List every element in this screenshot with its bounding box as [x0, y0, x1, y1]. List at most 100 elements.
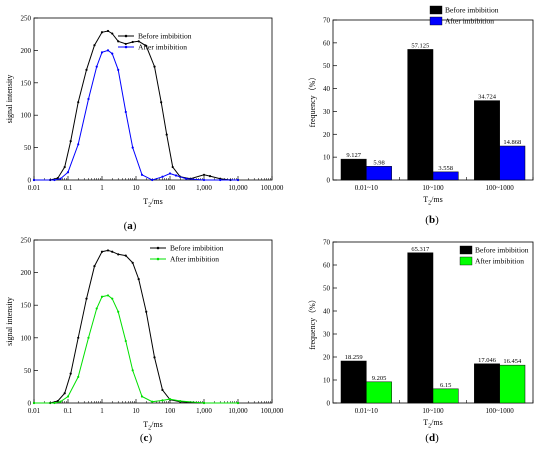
legend-marker: [156, 257, 160, 261]
x-tick-label: 0.01: [28, 184, 41, 192]
legend-label: Before imbibition: [475, 246, 529, 255]
data-point: [53, 401, 56, 405]
data-point: [208, 175, 212, 178]
legend-label: After imbibition: [445, 17, 494, 26]
legend-label: Before imbibition: [445, 6, 499, 15]
y-tick-label: 40: [323, 85, 331, 93]
x-tick-label: 100,000: [261, 184, 284, 192]
y-axis-label: signal intensity: [5, 297, 14, 346]
data-point: [137, 278, 140, 281]
bar: [407, 49, 434, 181]
bar: [499, 364, 526, 404]
x-axis-label: T2/ms: [423, 418, 442, 430]
data-point: [151, 400, 154, 403]
data-point: [124, 254, 127, 257]
x-tick-label: 100~1000: [486, 407, 515, 415]
x-tick-label: 10,000: [228, 184, 248, 192]
bar-value-label: 14.868: [503, 139, 521, 146]
data-point: [140, 395, 144, 398]
data-point: [111, 52, 114, 55]
data-point: [145, 310, 148, 313]
x-tick-label: 100,000: [261, 407, 284, 415]
data-point: [153, 356, 156, 359]
bar-value-label: 9.205: [372, 375, 387, 382]
bar-value-label: 17.046: [478, 357, 497, 364]
y-tick-label: 70: [323, 239, 331, 247]
y-tick-label: 200: [21, 269, 32, 277]
x-tick-label: 10~100: [422, 184, 444, 192]
data-point: [32, 401, 36, 405]
y-tick-label: 250: [21, 15, 32, 23]
x-tick-label: 0.01~10: [355, 184, 379, 192]
data-point: [66, 395, 70, 398]
y-tick-label: 20: [323, 131, 331, 139]
panel-label: (d): [425, 432, 439, 444]
y-tick-label: 10: [323, 154, 331, 162]
y-axis-label: frequency（%）: [308, 73, 317, 128]
data-point: [85, 68, 88, 71]
x-tick-label: 100: [165, 407, 176, 415]
panel-d: 0 10 20 30 40 50 60 70 0.01~10 18.259 9.205 10~100 6…: [308, 239, 534, 444]
panel-label: (c): [140, 432, 153, 444]
data-point: [111, 297, 114, 300]
data-point: [145, 44, 148, 47]
data-point: [69, 140, 72, 143]
bar: [407, 252, 434, 404]
data-point: [100, 250, 104, 253]
series-line: [34, 294, 238, 404]
data-point: [106, 29, 110, 33]
x-tick-label: 0.1: [64, 184, 73, 192]
data-point: [117, 253, 120, 256]
legend-swatch: [459, 256, 473, 266]
data-point: [100, 51, 104, 54]
y-tick-label: 70: [323, 17, 331, 25]
data-point: [140, 173, 144, 176]
panel-label: (a): [124, 220, 137, 232]
x-axis-label: T2/ms: [143, 420, 162, 432]
data-point: [185, 177, 188, 180]
bar: [366, 381, 392, 404]
data-point: [117, 40, 120, 43]
data-point: [131, 369, 134, 372]
data-point: [77, 336, 80, 339]
legend-label: Before imbibition: [138, 32, 192, 41]
y-tick-label: 60: [323, 39, 331, 47]
data-point: [95, 307, 98, 310]
x-tick-label: 1: [100, 407, 104, 415]
legend-label: After imbibition: [170, 255, 219, 264]
data-point: [95, 65, 98, 68]
data-point: [77, 375, 80, 379]
data-point: [111, 32, 114, 35]
legend-label: After imbibition: [138, 43, 187, 52]
y-tick-label: 40: [323, 308, 331, 316]
bar: [432, 388, 459, 404]
data-point: [85, 297, 88, 300]
data-point: [53, 178, 56, 182]
bar-value-label: 6.15: [440, 382, 451, 389]
panel-c: 0.01 0.1 1 10 100 1,000 10,000 100,000 0 50 100 150…: [5, 237, 284, 445]
bar-value-label: 34.724: [478, 94, 497, 101]
y-tick-label: 10: [323, 377, 331, 385]
panel-label: (b): [425, 214, 439, 226]
data-point: [168, 172, 172, 175]
y-tick-label: 0: [327, 400, 331, 408]
bar: [340, 360, 367, 404]
data-point: [219, 178, 222, 182]
y-tick-label: 150: [21, 79, 32, 87]
data-point: [137, 40, 140, 43]
bar: [474, 100, 500, 181]
bar-value-label: 16.454: [503, 358, 522, 365]
bar-value-label: 3.558: [438, 165, 453, 172]
y-tick-label: 30: [323, 108, 331, 116]
x-tick-label: 1,000: [196, 407, 212, 415]
y-tick-label: 60: [323, 262, 331, 270]
data-point: [236, 178, 240, 182]
data-point: [66, 171, 70, 174]
panel-a: 0.01 0.1 1 10 100 1,000 10,000 100,000 0 50 100 150…: [5, 15, 284, 233]
data-point: [56, 176, 59, 180]
data-point: [131, 40, 134, 44]
x-tick-label: 1,000: [196, 184, 212, 192]
data-point: [106, 294, 110, 297]
data-point: [77, 101, 80, 104]
